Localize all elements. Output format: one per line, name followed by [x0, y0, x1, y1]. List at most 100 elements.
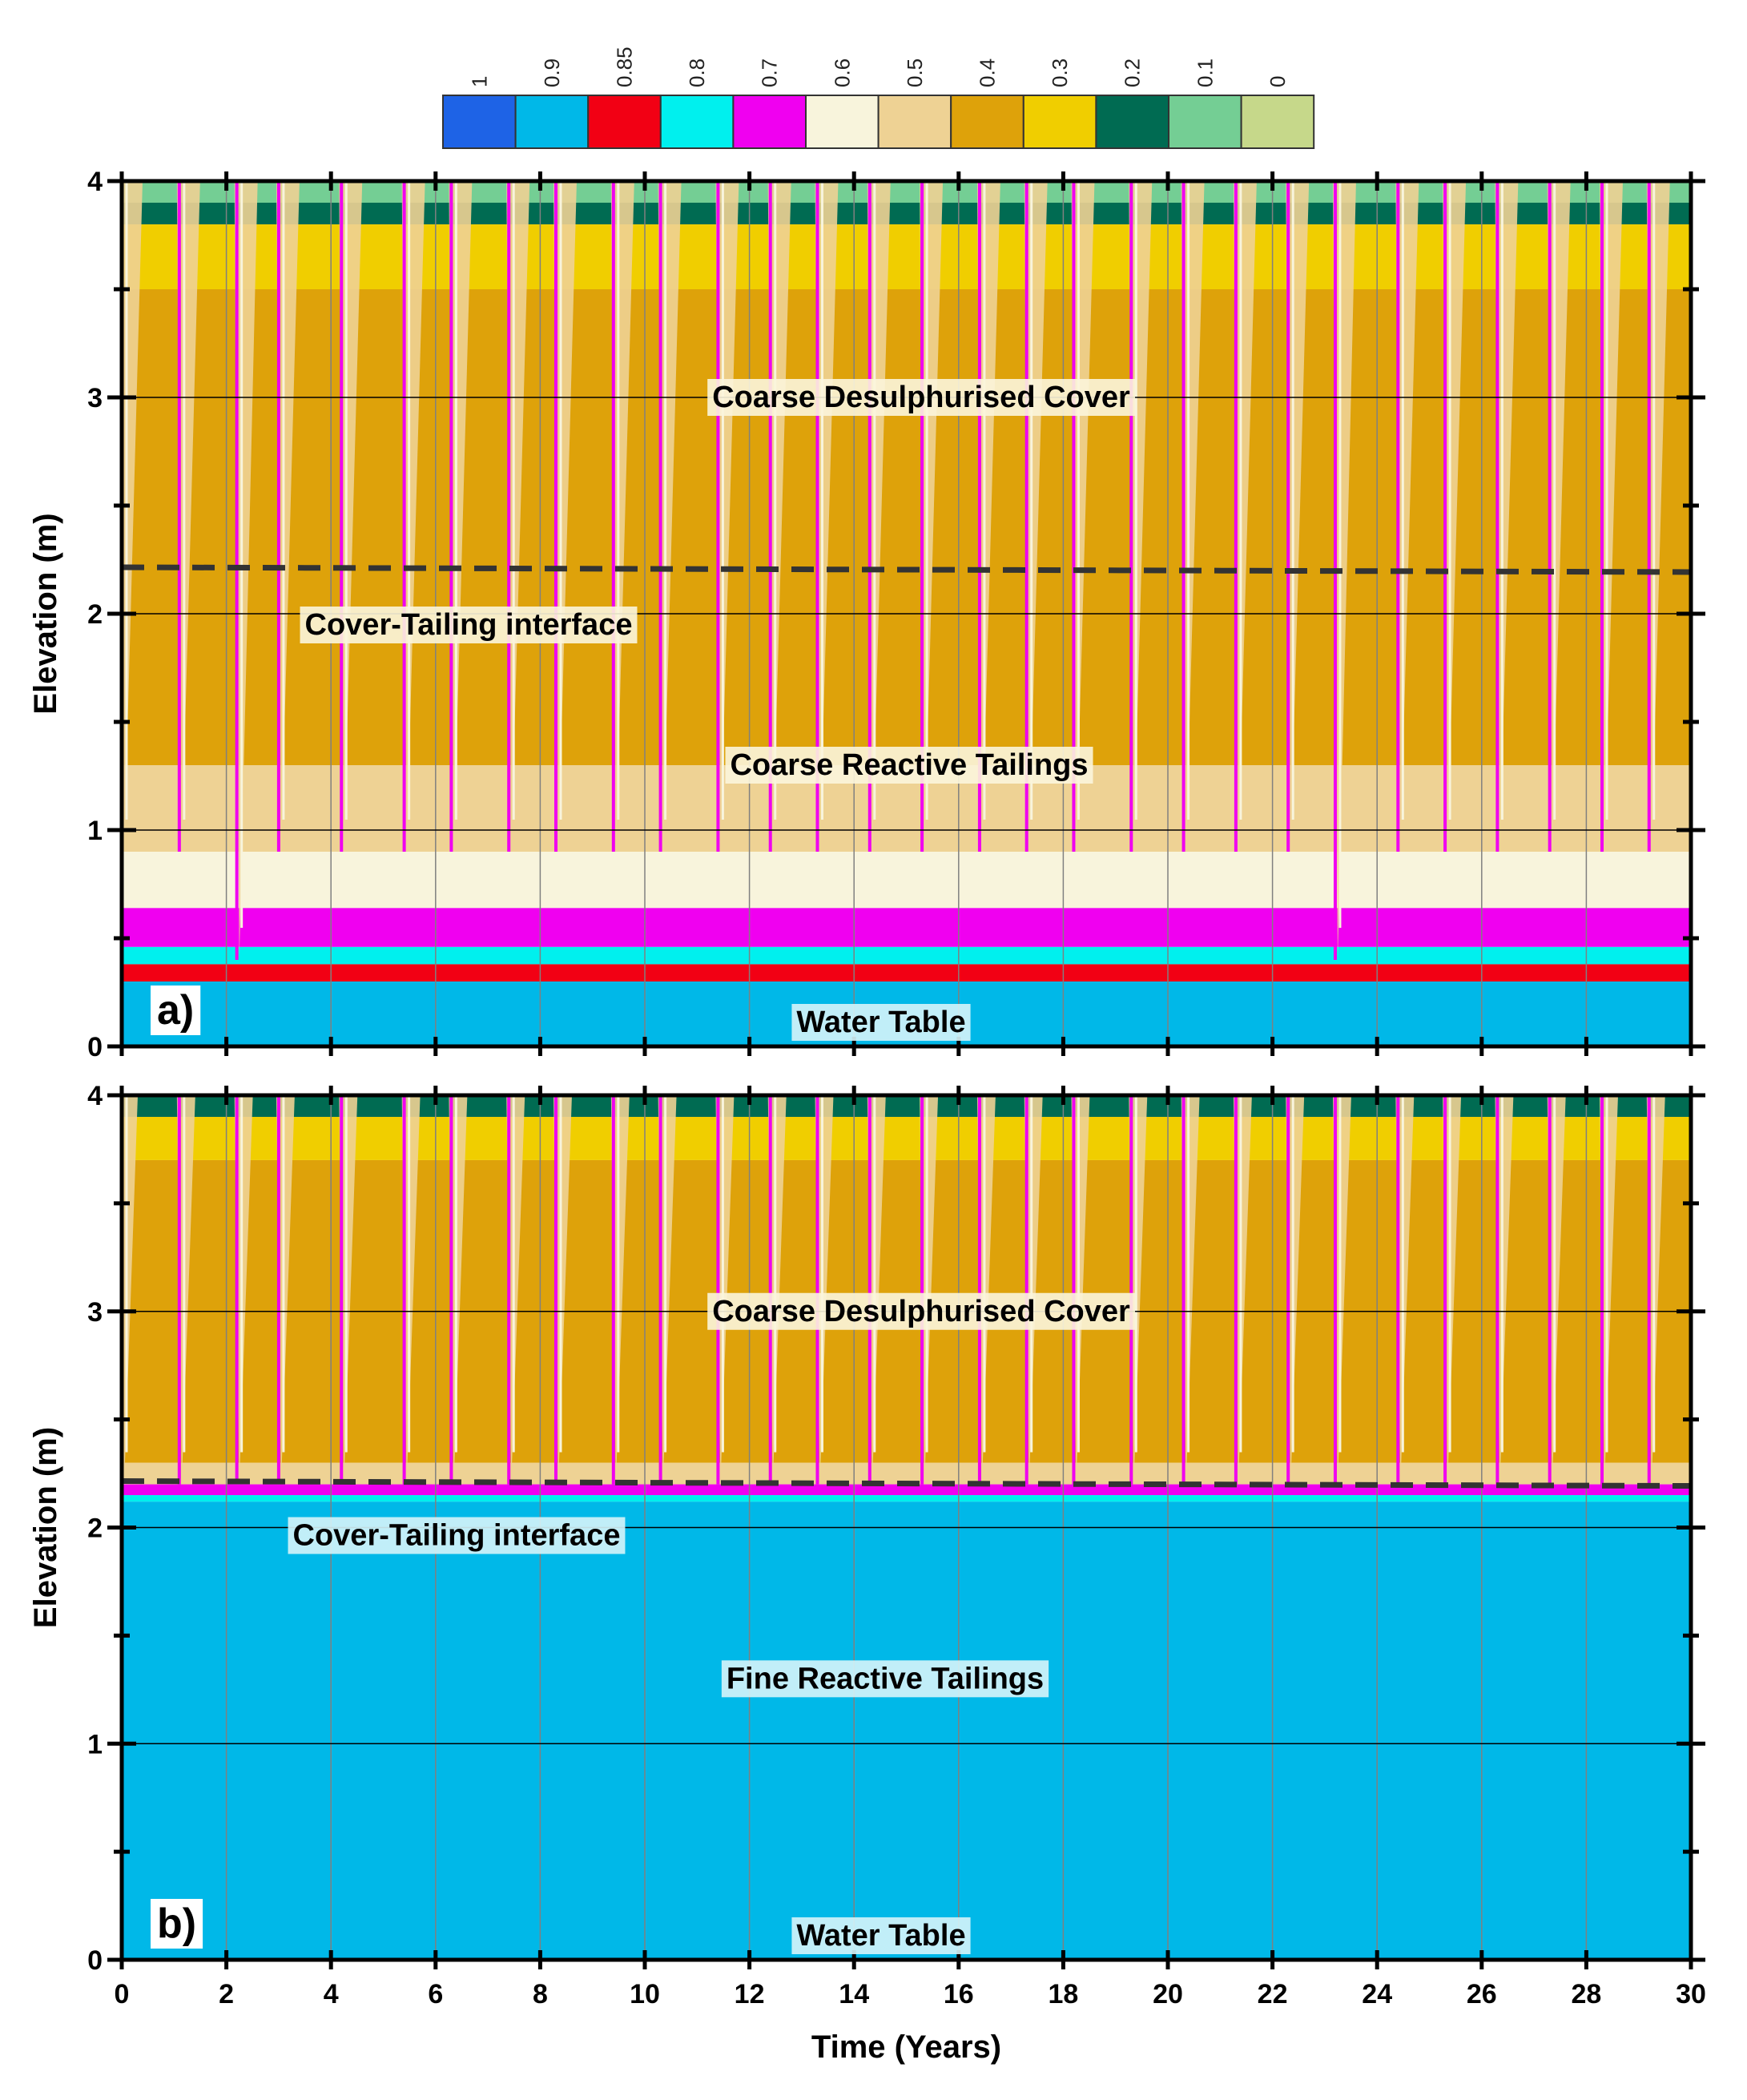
x-tick-label: 24	[1362, 1979, 1392, 2009]
infiltration-wedge	[658, 1095, 677, 1485]
y-tick-label: 1	[87, 1729, 103, 1759]
label-upper-layer: Coarse Desulphurised Cover	[707, 1292, 1136, 1330]
infiltration-wedge	[339, 181, 363, 852]
label-water-table-box	[791, 1917, 971, 1954]
panel-b-interface-line	[121, 1478, 1692, 1489]
panel-a-interface-line	[121, 564, 1692, 575]
label-water-table: Water Table	[791, 1004, 971, 1041]
y-tick-label: 4	[87, 1081, 103, 1111]
x-tick-label: 30	[1676, 1979, 1706, 2009]
saturation-band	[122, 1495, 1691, 1502]
legend-label: 0	[1266, 76, 1290, 87]
x-tick-labels: 0 2 4 6 8 10 12 14 16 18 20 22 24 26 28 30	[115, 1979, 1706, 2009]
infiltration-wedge	[234, 181, 258, 960]
color-legend: 1 0.9 0.85 0.8 0.7 0.6 0.5 0.4 0.3 0.2 0.1 0	[442, 46, 1315, 149]
legend-swatch-0	[1240, 95, 1315, 149]
label-upper-layer-box	[707, 379, 1136, 416]
panel-b-saturation-plot: 0 1 2 3 4 Coarse Desulphurised Cover Cover-Ta…	[28, 1081, 1705, 1976]
x-tick-label: 0	[115, 1979, 130, 2009]
infiltration-wedge	[767, 1095, 787, 1485]
panel-tag: a)	[151, 986, 201, 1035]
saturation-band	[122, 224, 1691, 289]
x-tick-label: 4	[324, 1979, 339, 2009]
x-tick-label: 6	[428, 1979, 443, 2009]
legend-label: 0.8	[685, 58, 709, 87]
infiltration-wedge	[1024, 181, 1048, 852]
panel-a-infiltration-fronts	[122, 181, 1670, 960]
panel-b-infiltration-fronts	[122, 1095, 1665, 1485]
saturation-band	[122, 203, 1691, 224]
legend-swatch-0_85	[587, 95, 662, 149]
x-tick-label: 16	[944, 1979, 974, 2009]
x-tick-label: 12	[735, 1979, 765, 2009]
infiltration-wedge	[176, 1095, 195, 1485]
legend-swatch-0_1	[1168, 95, 1242, 149]
infiltration-wedge	[1332, 1095, 1351, 1485]
saturation-band	[122, 908, 1691, 947]
panel-tag-box	[151, 1899, 203, 1949]
saturation-band	[122, 964, 1691, 981]
y-tick-label: 4	[87, 167, 103, 197]
infiltration-wedge	[449, 1095, 468, 1485]
label-lower-layer: Fine Reactive Tailings	[721, 1660, 1049, 1698]
panel-b-y-tick-labels: 0 1 2 3 4	[87, 1081, 103, 1976]
panel-a-y-tick-labels: 0 1 2 3 4	[87, 167, 103, 1062]
label-lower-layer-text: Coarse Reactive Tailings	[730, 748, 1088, 782]
infiltration-wedge	[1233, 181, 1257, 852]
infiltration-wedge	[1181, 181, 1205, 852]
infiltration-wedge	[1129, 1095, 1148, 1485]
panel-a-saturation-plot: 0 1 2 3 4 Coarse Desulphurised Cover Cover-Ta…	[28, 167, 1705, 1062]
infiltration-wedge	[1181, 1095, 1200, 1485]
x-tick-label: 26	[1467, 1979, 1497, 2009]
infiltration-wedge	[276, 1095, 295, 1485]
infiltration-wedge	[1024, 1095, 1043, 1485]
infiltration-wedge	[506, 1095, 525, 1485]
legend-label: 0.2	[1121, 58, 1145, 87]
infiltration-wedge	[1547, 181, 1571, 852]
panel-tag-text: a)	[157, 987, 194, 1034]
panel-a-saturation-bands	[122, 181, 1691, 1046]
label-water-table-text: Water Table	[796, 1006, 965, 1039]
infiltration-wedge	[1495, 181, 1519, 852]
legend-swatch-0_8	[659, 95, 735, 149]
x-tick-label: 28	[1571, 1979, 1601, 2009]
infiltration-wedge	[553, 181, 577, 852]
label-upper-layer-text: Coarse Desulphurised Cover	[712, 381, 1130, 414]
infiltration-wedge	[1443, 181, 1467, 852]
infiltration-wedge	[1443, 1095, 1462, 1485]
legend-swatch-1	[442, 95, 517, 149]
y-tick-label: 0	[87, 1945, 103, 1976]
legend-swatch-0_3	[1022, 95, 1097, 149]
legend-swatch-0_9	[514, 95, 590, 149]
panel-tag: b)	[151, 1899, 203, 1949]
y-tick-label: 1	[87, 816, 103, 846]
infiltration-wedge	[1646, 181, 1670, 852]
y-tick-label: 0	[87, 1032, 103, 1062]
infiltration-wedge	[715, 181, 739, 852]
infiltration-wedge	[1233, 1095, 1252, 1485]
legend-label: 0.3	[1048, 58, 1072, 87]
infiltration-wedge	[1071, 1095, 1090, 1485]
label-lower-layer-box	[721, 1660, 1049, 1698]
label-interface-text: Cover-Tailing interface	[293, 1519, 621, 1553]
label-lower-layer-text: Fine Reactive Tailings	[727, 1662, 1044, 1695]
infiltration-wedge	[976, 181, 1000, 852]
infiltration-wedge	[767, 181, 791, 852]
infiltration-wedge	[1129, 181, 1153, 852]
label-water-table-box	[791, 1004, 971, 1041]
y-tick-label: 3	[87, 1297, 103, 1328]
infiltration-wedge	[276, 181, 300, 852]
infiltration-wedge	[1495, 1095, 1514, 1485]
infiltration-wedge	[715, 1095, 735, 1485]
label-water-table-text: Water Table	[796, 1919, 965, 1953]
infiltration-wedge	[815, 181, 839, 852]
saturation-band	[122, 289, 1691, 765]
label-interface-box	[300, 607, 638, 643]
infiltration-wedge	[401, 181, 425, 852]
saturation-band	[122, 1501, 1691, 1960]
label-upper-layer-text: Coarse Desulphurised Cover	[712, 1295, 1130, 1328]
infiltration-wedge	[449, 181, 473, 852]
x-tick-label: 18	[1048, 1979, 1078, 2009]
x-tick-label: 8	[533, 1979, 548, 2009]
